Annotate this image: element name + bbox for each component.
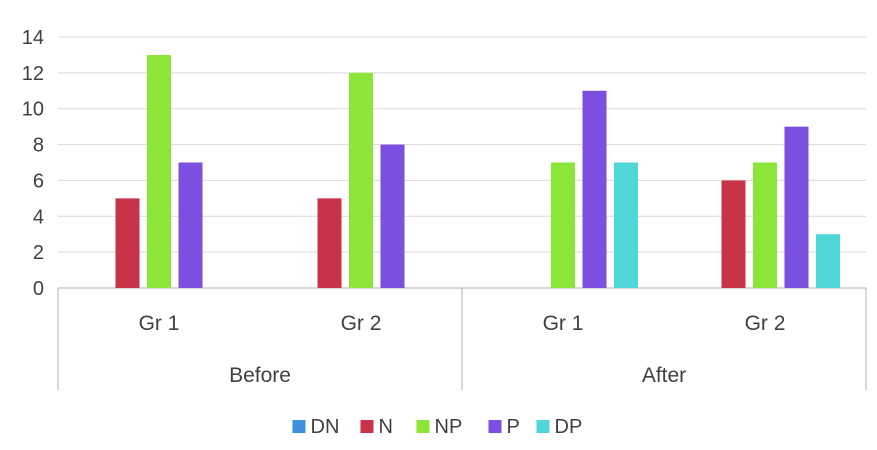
legend: DN N NP P DP — [292, 416, 583, 438]
y-tick-label: 6 — [33, 170, 44, 192]
x-category-label: Gr 1 — [543, 312, 584, 335]
legend-swatch-p — [488, 420, 502, 433]
legend-swatch-np — [416, 420, 430, 433]
x-category-label: Gr 1 — [139, 312, 180, 335]
bar-p-3 — [784, 126, 809, 289]
x-category-label: Gr 2 — [341, 312, 382, 335]
y-tick-label: 12 — [22, 63, 44, 85]
y-tick-label: 4 — [33, 206, 44, 228]
bar-p-0 — [178, 162, 203, 288]
bar-p-1 — [380, 144, 405, 288]
bar-p-2 — [582, 90, 607, 289]
x-category-label: Gr 2 — [745, 312, 786, 335]
y-tick-label: 8 — [33, 135, 44, 157]
bars — [115, 54, 840, 289]
bar-n-1 — [317, 198, 342, 288]
y-tick-label: 10 — [22, 99, 44, 121]
legend-swatch-dp — [536, 420, 550, 433]
bar-dp-3 — [816, 234, 840, 288]
legend-label-p: P — [507, 416, 520, 438]
y-tick-label: 0 — [33, 278, 44, 300]
bar-n-0 — [115, 198, 140, 288]
legend-label-dp: DP — [555, 416, 583, 438]
y-tick-label: 14 — [22, 27, 44, 49]
group-label-after: After — [642, 364, 686, 387]
legend-swatch-n — [360, 420, 374, 433]
axes — [57, 287, 867, 390]
legend-label-n: N — [379, 416, 393, 438]
bar-np-3 — [753, 162, 777, 288]
legend-label-np: NP — [435, 416, 463, 438]
labels: 0 2 4 6 8 10 12 14 Gr 1 Gr 2 Gr 1 Gr 2 Before After — [22, 27, 786, 387]
y-tick-label: 2 — [33, 242, 44, 264]
bar-np-2 — [551, 162, 575, 288]
legend-swatch-dn — [292, 420, 306, 433]
group-label-before: Before — [229, 364, 291, 387]
legend-label-dn: DN — [311, 416, 340, 438]
bar-n-3 — [721, 180, 746, 288]
bar-dp-2 — [614, 162, 638, 288]
bar-np-0 — [147, 54, 171, 288]
bar-np-1 — [349, 72, 373, 288]
